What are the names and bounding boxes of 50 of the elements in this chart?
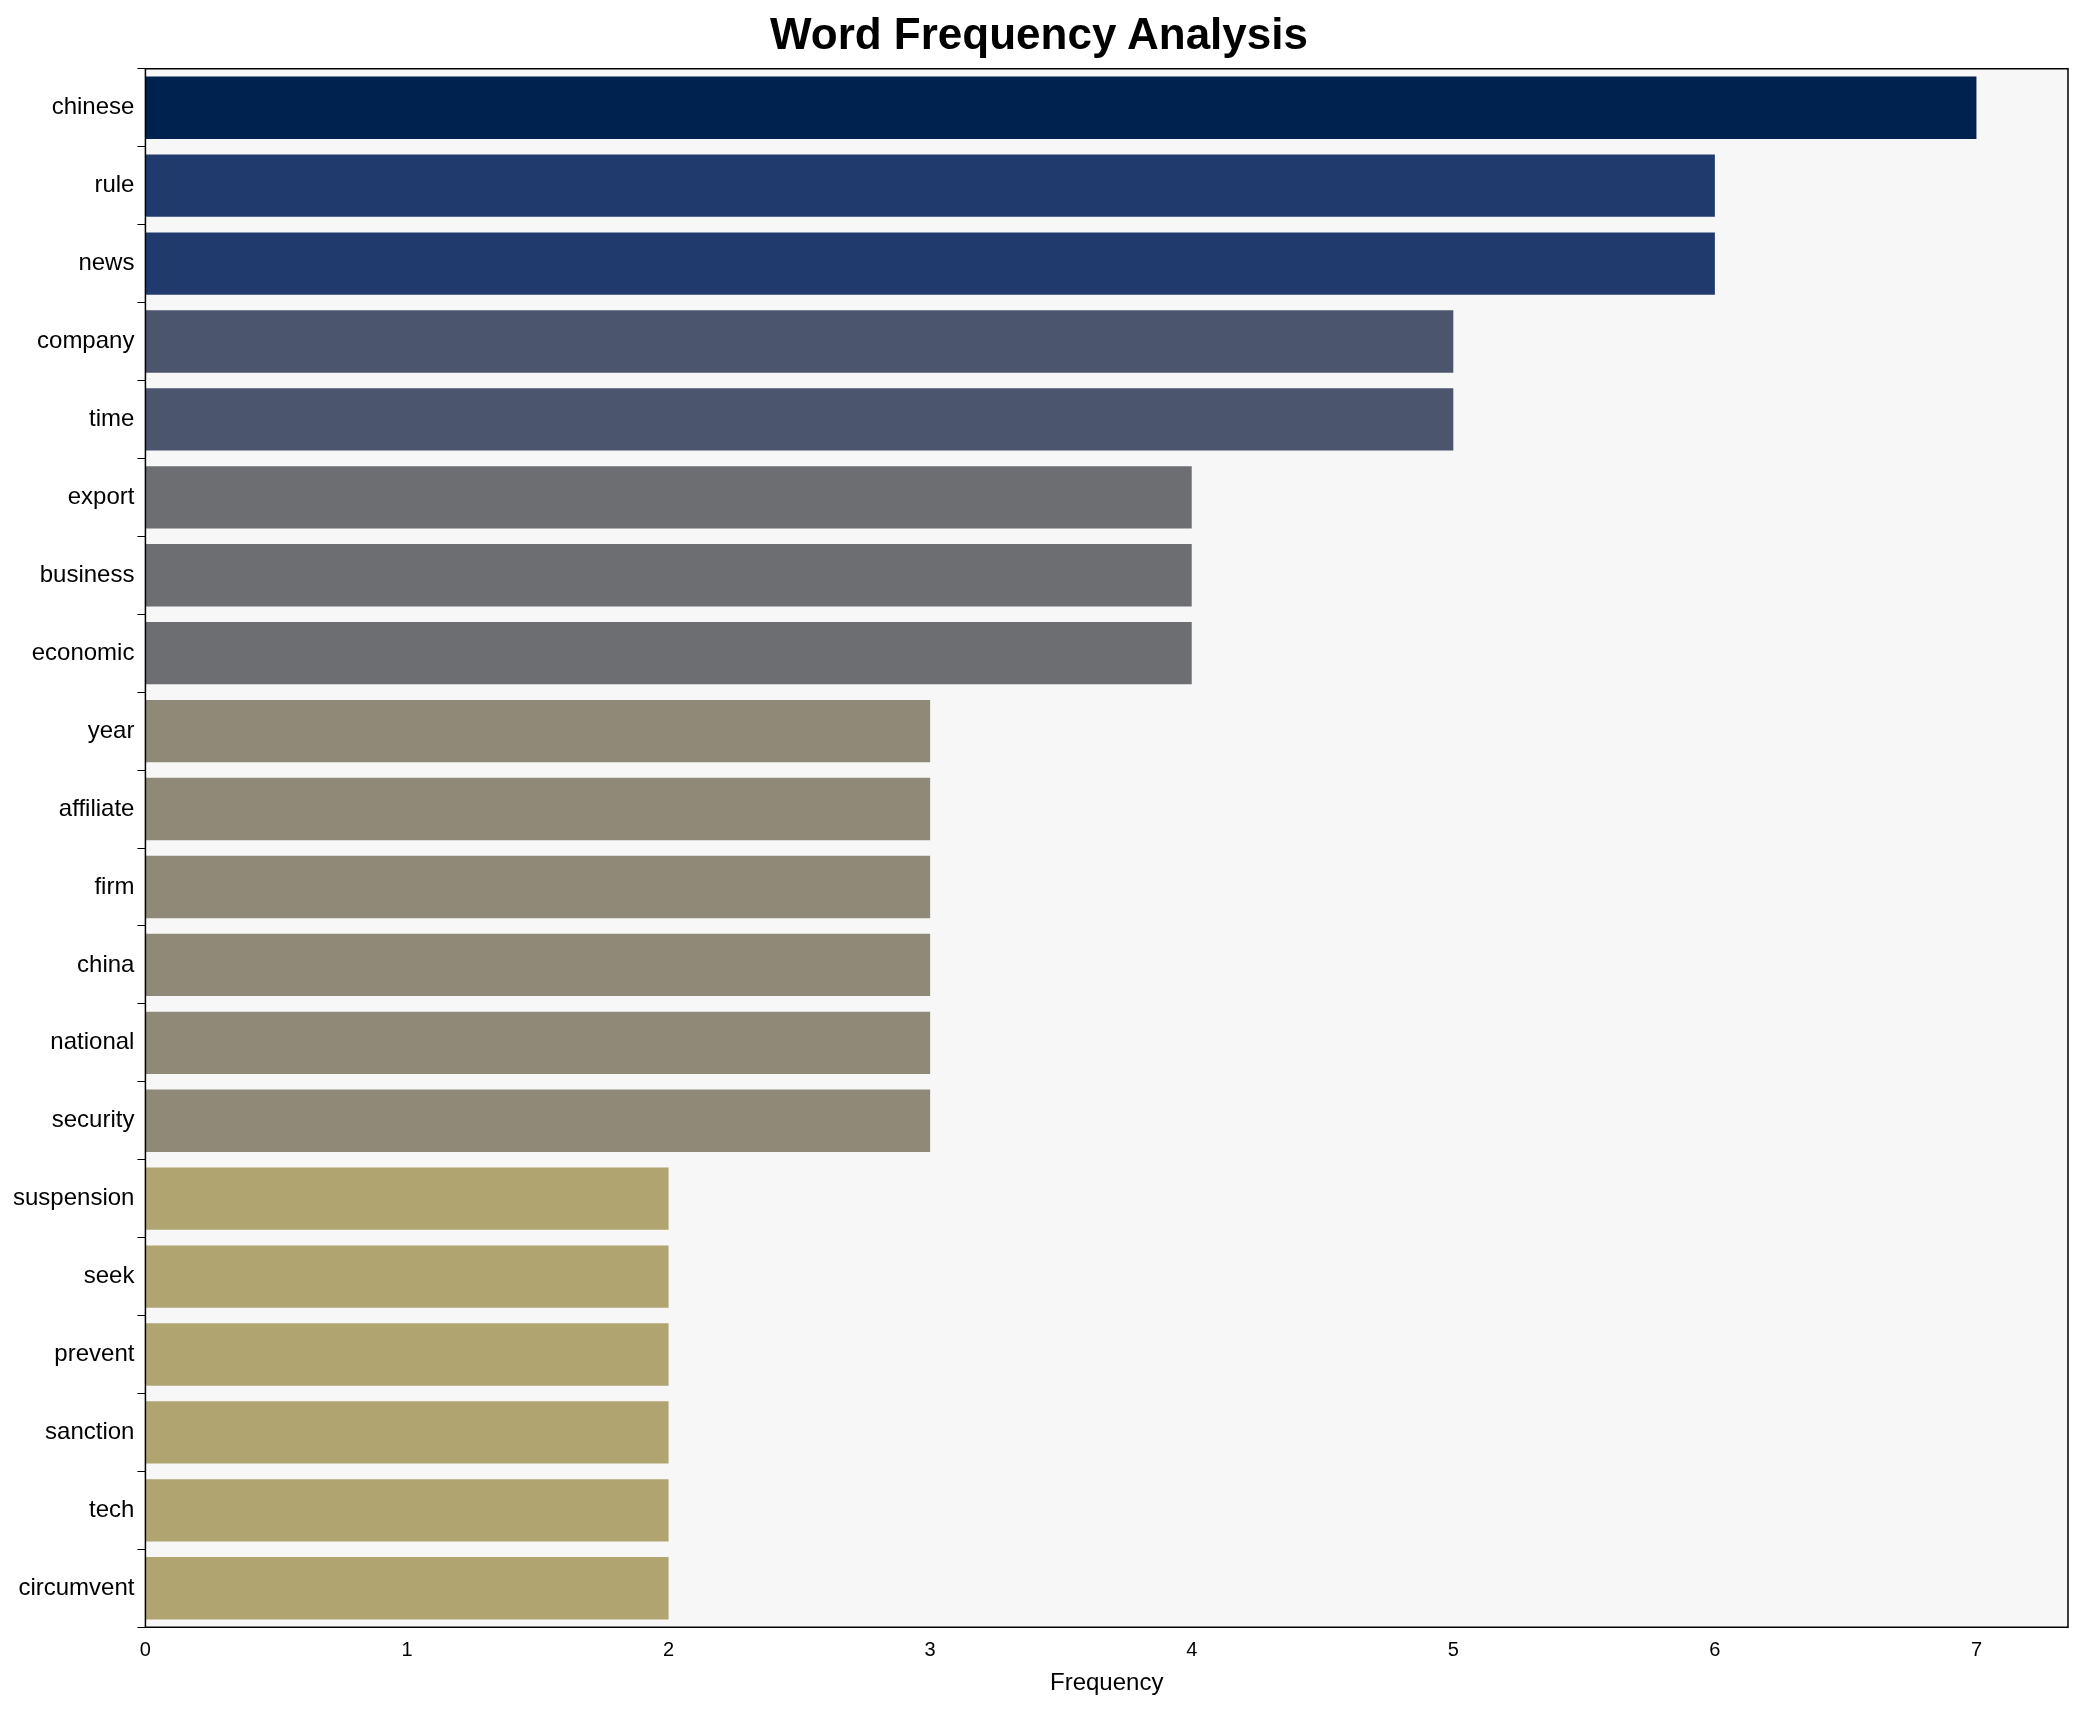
bar bbox=[145, 1245, 669, 1308]
x-tick-label: 3 bbox=[924, 1637, 936, 1660]
y-tick-label: security bbox=[51, 1105, 135, 1133]
y-tick-label: circumvent bbox=[18, 1572, 135, 1600]
bar bbox=[145, 1089, 931, 1152]
y-tick-label: china bbox=[77, 949, 136, 977]
x-tick-label: 7 bbox=[1970, 1637, 1983, 1660]
y-tick-label: firm bbox=[94, 871, 135, 899]
bar bbox=[145, 622, 1192, 685]
bar bbox=[145, 388, 1454, 451]
x-tick-label: 0 bbox=[139, 1637, 151, 1660]
y-tick-label: company bbox=[37, 326, 135, 354]
bar bbox=[145, 310, 1454, 373]
bar bbox=[145, 855, 931, 919]
bar bbox=[145, 466, 1192, 529]
y-tick-label: year bbox=[87, 715, 135, 743]
bar bbox=[145, 544, 1192, 607]
bar bbox=[145, 933, 931, 997]
y-tick-label: tech bbox=[89, 1494, 135, 1522]
x-tick-label: 2 bbox=[663, 1637, 675, 1660]
x-tick-label: 5 bbox=[1447, 1637, 1459, 1660]
x-tick-label: 1 bbox=[401, 1637, 413, 1660]
x-axis-title: Frequency bbox=[1050, 1668, 1164, 1696]
bar bbox=[145, 232, 1715, 295]
y-tick-label: suspension bbox=[13, 1183, 135, 1211]
bar bbox=[145, 1323, 669, 1386]
bar bbox=[145, 154, 1715, 217]
bar bbox=[145, 699, 931, 763]
bar bbox=[145, 1011, 931, 1074]
y-tick-label: rule bbox=[94, 170, 135, 198]
chart-title: Word Frequency Analysis bbox=[770, 8, 1308, 58]
bar bbox=[145, 1167, 669, 1230]
bar bbox=[145, 76, 1977, 139]
x-tick-label: 6 bbox=[1709, 1637, 1721, 1660]
bar bbox=[145, 1479, 669, 1542]
x-tick-label: 4 bbox=[1186, 1637, 1198, 1660]
y-tick-label: national bbox=[50, 1027, 135, 1055]
y-tick-label: business bbox=[39, 559, 135, 587]
y-tick-label: export bbox=[67, 481, 135, 509]
y-tick-label: affiliate bbox=[58, 793, 135, 821]
y-tick-label: chinese bbox=[51, 92, 135, 120]
y-tick-label: news bbox=[78, 248, 135, 276]
bar bbox=[145, 1557, 669, 1620]
bar bbox=[145, 777, 931, 841]
y-tick-label: prevent bbox=[54, 1339, 135, 1367]
y-tick-label: seek bbox=[83, 1261, 136, 1289]
y-tick-label: economic bbox=[31, 637, 135, 665]
bar bbox=[145, 1401, 669, 1464]
y-tick-label: sanction bbox=[45, 1417, 135, 1445]
y-tick-label: time bbox=[89, 404, 135, 432]
